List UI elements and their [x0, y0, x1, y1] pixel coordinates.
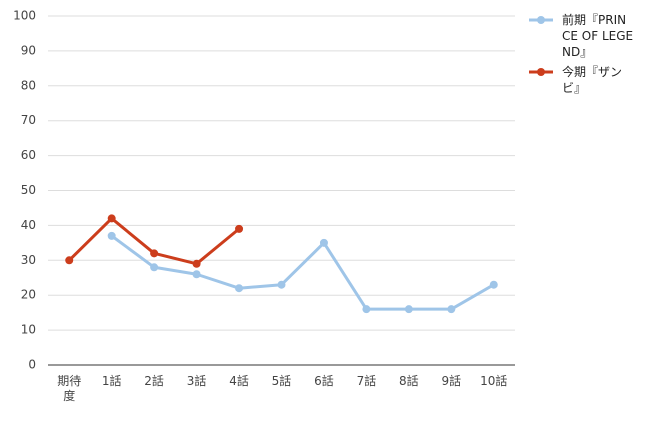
legend: 前期『PRINCE OF LEGEND』今期『ザンビ』	[528, 12, 656, 100]
x-tick-label: 1話	[101, 374, 122, 388]
y-tick-label: 70	[21, 113, 36, 127]
legend-dot	[537, 68, 545, 76]
y-tick-label: 0	[28, 358, 36, 372]
y-tick-label: 50	[21, 183, 36, 197]
y-tick-label: 100	[13, 9, 36, 23]
data-point	[404, 305, 413, 314]
x-tick-label: 2話	[144, 374, 164, 388]
data-point	[107, 231, 116, 240]
y-tick-label: 30	[21, 253, 36, 267]
data-point	[192, 259, 201, 268]
data-point	[107, 214, 116, 223]
y-tick-label: 80	[21, 78, 36, 92]
x-tick-label: 7話	[356, 374, 377, 388]
series-line	[110, 234, 495, 311]
data-point	[150, 263, 159, 272]
y-tick-label: 60	[21, 148, 36, 162]
data-point	[319, 238, 328, 247]
x-tick-label: 3話	[186, 374, 207, 388]
x-tick-label: 期待度	[57, 374, 82, 403]
data-point	[192, 270, 201, 279]
data-point	[235, 224, 244, 233]
x-tick-label: 9話	[441, 374, 462, 388]
x-tick-label: 4話	[229, 374, 249, 388]
x-tick-label: 5話	[271, 374, 292, 388]
legend-marker	[529, 68, 553, 76]
legend-item: 今期『ザンビ』	[528, 64, 656, 96]
x-tick-label: 8話	[399, 374, 419, 388]
legend-marker	[529, 16, 553, 24]
data-point	[447, 305, 456, 314]
data-point	[65, 256, 74, 265]
legend-dot	[537, 16, 545, 24]
legend-label: 前期『PRINCE OF LEGEND』	[562, 13, 634, 59]
y-tick-label: 20	[21, 288, 36, 302]
y-tick-label: 10	[21, 323, 36, 337]
data-point	[362, 305, 371, 314]
y-tick-label: 40	[21, 218, 36, 232]
data-point	[235, 284, 244, 293]
legend-label: 今期『ザンビ』	[562, 65, 623, 95]
data-point	[489, 280, 498, 289]
y-tick-label: 90	[21, 43, 36, 57]
x-tick-label: 10話	[480, 374, 508, 388]
legend-item: 前期『PRINCE OF LEGEND』	[528, 12, 656, 60]
data-point	[277, 280, 286, 289]
data-point	[150, 249, 159, 258]
x-tick-label: 6話	[314, 374, 334, 388]
